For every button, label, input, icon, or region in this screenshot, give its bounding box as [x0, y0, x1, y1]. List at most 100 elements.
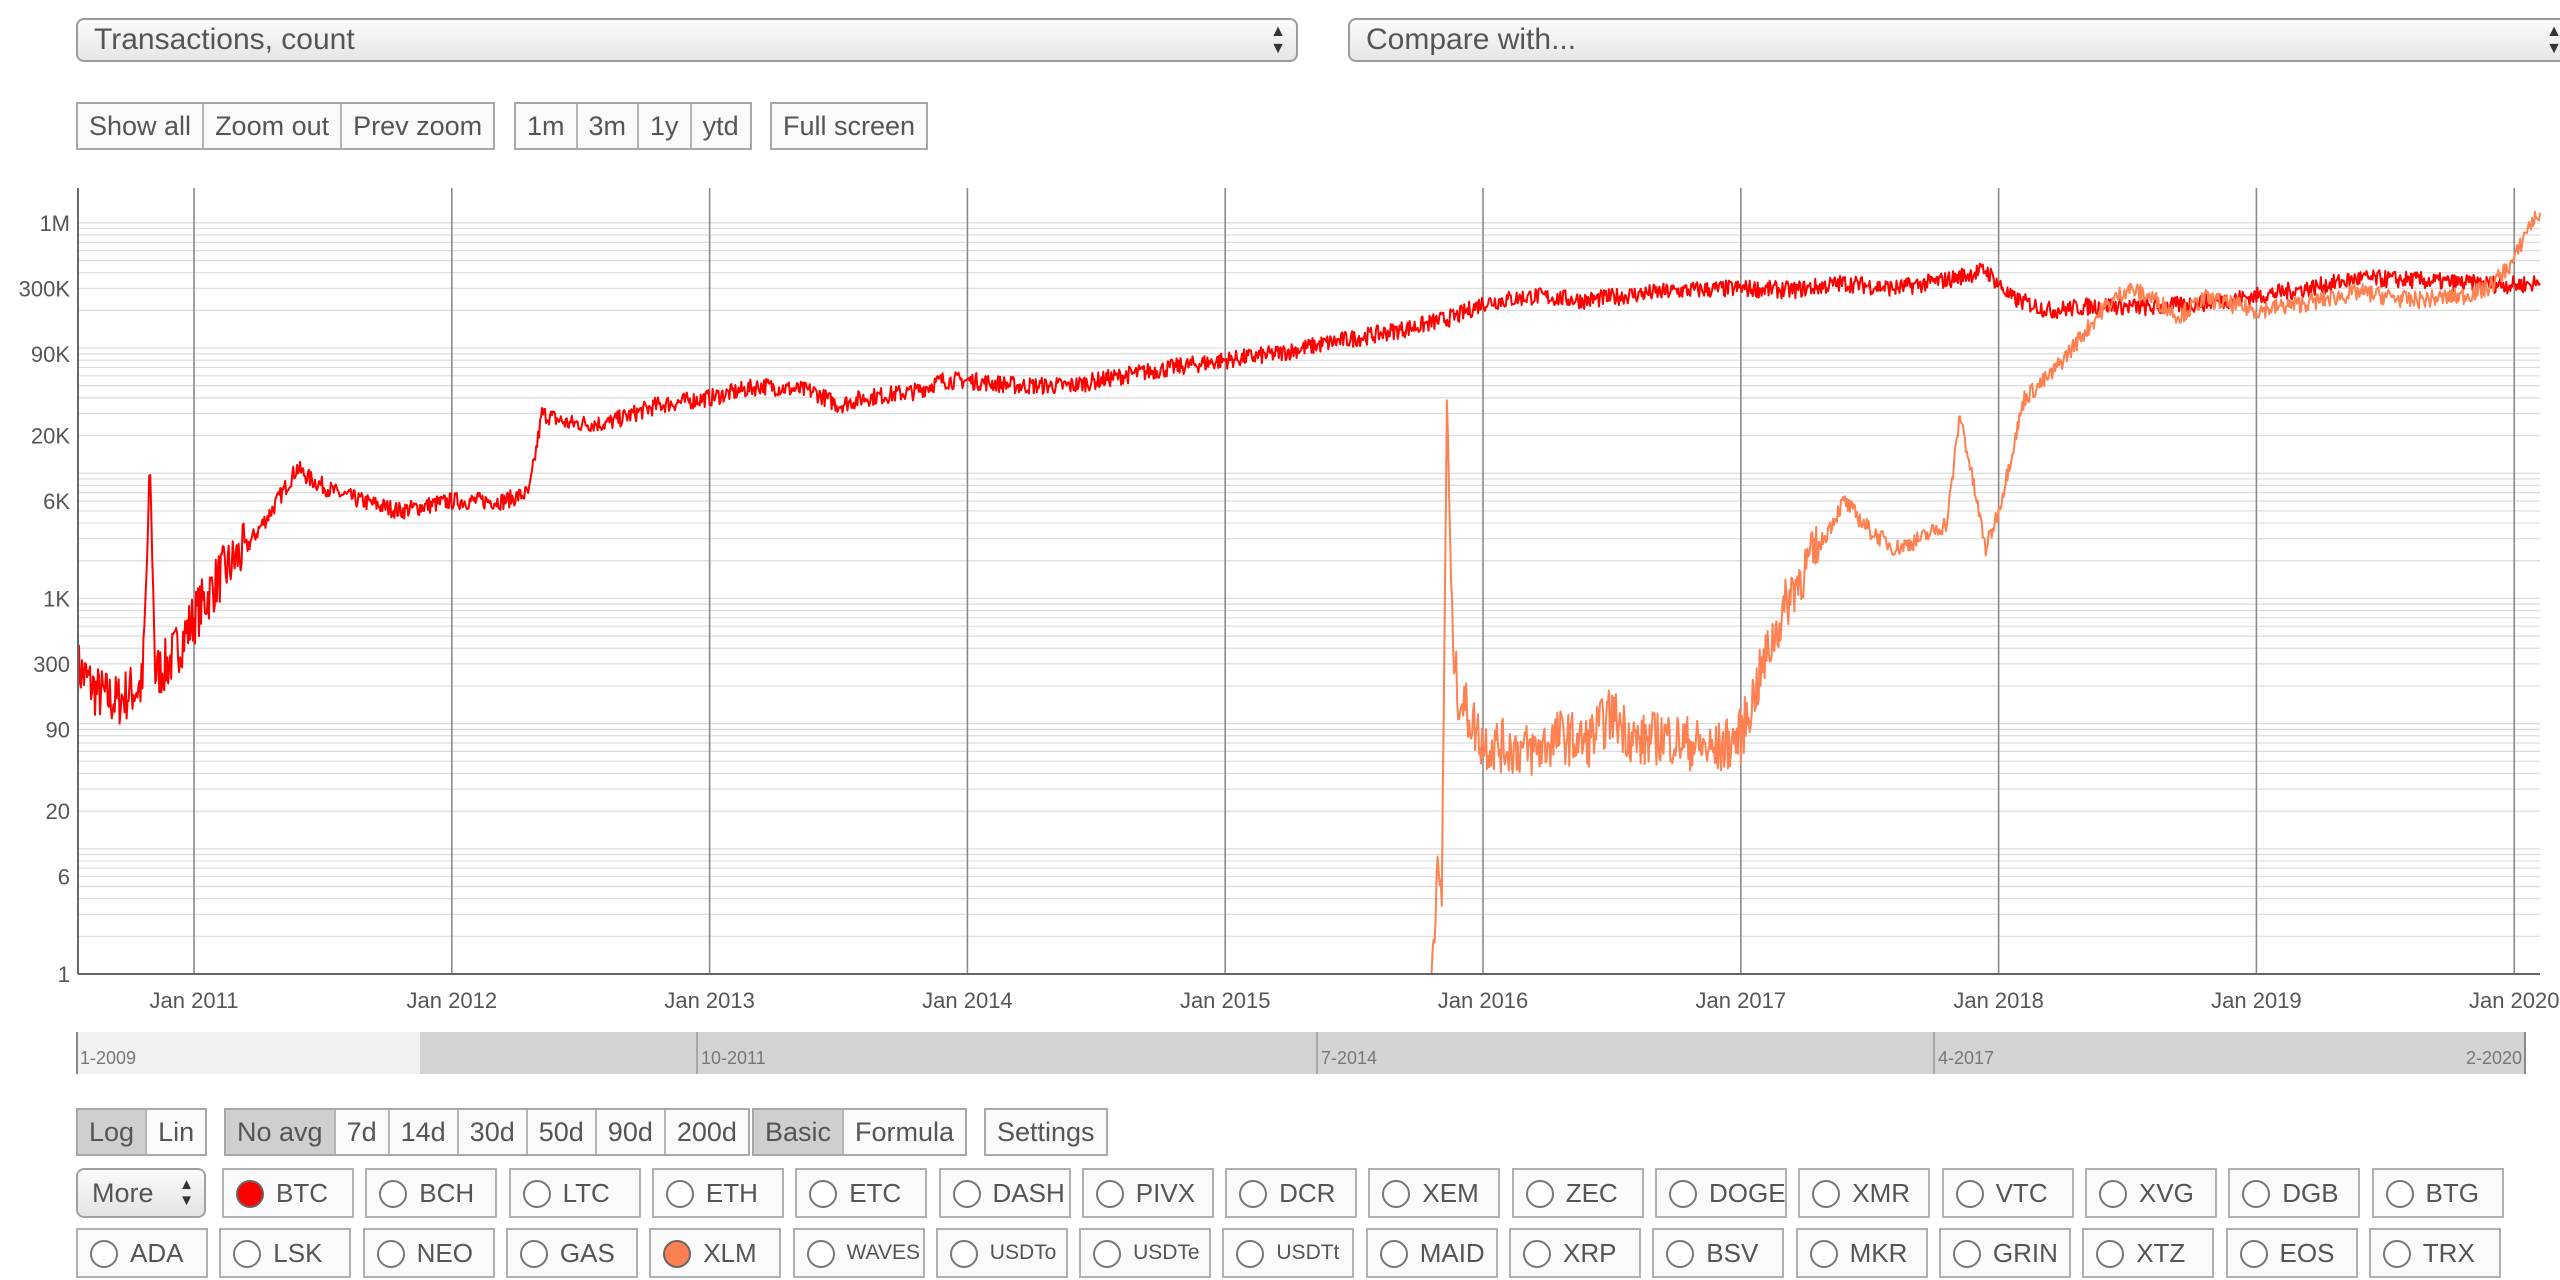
full-screen-button[interactable]: Full screen: [772, 104, 927, 148]
coin-button-trx[interactable]: TRX: [2368, 1228, 2501, 1278]
coin-radio-icon[interactable]: [2096, 1240, 2125, 1268]
select-arrows-icon: ▲ ▼: [179, 1176, 194, 1209]
avg-200d-button[interactable]: 200d: [665, 1110, 748, 1154]
coin-button-etc[interactable]: ETC: [795, 1168, 928, 1218]
coin-label: XVG: [2138, 1178, 2194, 1208]
coin-radio-icon[interactable]: [1382, 1180, 1411, 1208]
coin-button-pivx[interactable]: PIVX: [1081, 1168, 1214, 1218]
coin-radio-icon[interactable]: [2385, 1180, 2414, 1208]
formula-mode-button[interactable]: Formula: [844, 1110, 966, 1154]
range-3m-button[interactable]: 3m: [577, 104, 640, 148]
avg-50d-button[interactable]: 50d: [527, 1110, 597, 1154]
coin-button-eth[interactable]: ETH: [651, 1168, 784, 1218]
coin-button-gas[interactable]: GAS: [505, 1228, 638, 1278]
coin-radio-icon[interactable]: [1379, 1240, 1408, 1268]
coin-radio-icon[interactable]: [665, 1180, 694, 1208]
coin-button-xvg[interactable]: XVG: [2084, 1168, 2217, 1218]
coin-radio-icon[interactable]: [2382, 1240, 2411, 1268]
coin-radio-icon[interactable]: [1955, 1180, 1984, 1208]
chart-series-layer: [77, 210, 2541, 975]
settings-button[interactable]: Settings: [986, 1110, 1106, 1154]
coin-button-dcr[interactable]: DCR: [1225, 1168, 1358, 1218]
coin-radio-icon[interactable]: [1236, 1240, 1265, 1268]
metric-select[interactable]: Transactions, count ▲ ▼: [76, 18, 1298, 62]
coin-radio-icon[interactable]: [233, 1240, 262, 1268]
coin-button-eos[interactable]: EOS: [2225, 1228, 2358, 1278]
coin-radio-icon[interactable]: [663, 1240, 692, 1268]
coin-button-usdto[interactable]: USDTo: [935, 1228, 1068, 1278]
fullscreen-group: Full screen: [770, 102, 929, 150]
coin-button-bch[interactable]: BCH: [365, 1168, 498, 1218]
y-tick-label: 6: [58, 865, 70, 890]
coin-radio-icon[interactable]: [1809, 1240, 1838, 1268]
coin-button-xlm[interactable]: XLM: [649, 1228, 782, 1278]
coin-button-mkr[interactable]: MKR: [1795, 1228, 1928, 1278]
compare-select[interactable]: Compare with... ▲ ▼: [1348, 18, 2560, 62]
basic-mode-button[interactable]: Basic: [754, 1110, 845, 1154]
coin-radio-icon[interactable]: [1666, 1240, 1695, 1268]
coin-button-maid[interactable]: MAID: [1365, 1228, 1498, 1278]
coin-radio-icon[interactable]: [236, 1180, 264, 1208]
coin-button-btc[interactable]: BTC: [222, 1168, 354, 1218]
coin-radio-icon[interactable]: [1239, 1180, 1268, 1208]
coin-button-zec[interactable]: ZEC: [1511, 1168, 1644, 1218]
coin-radio-icon[interactable]: [522, 1180, 551, 1208]
coin-button-btg[interactable]: BTG: [2371, 1168, 2504, 1218]
more-select[interactable]: More ▲ ▼: [76, 1168, 206, 1218]
coin-radio-icon[interactable]: [1093, 1240, 1122, 1268]
show-all-button[interactable]: Show all: [78, 104, 205, 148]
coin-button-dgb[interactable]: DGB: [2228, 1168, 2361, 1218]
compare-select-value: Compare with...: [1366, 23, 1577, 56]
lin-scale-button[interactable]: Lin: [147, 1110, 206, 1154]
coin-label: BTC: [276, 1178, 328, 1208]
coin-button-neo[interactable]: NEO: [362, 1228, 495, 1278]
coin-button-bsv[interactable]: BSV: [1652, 1228, 1785, 1278]
coin-button-ltc[interactable]: LTC: [508, 1168, 641, 1218]
coin-button-usdte[interactable]: USDTe: [1079, 1228, 1212, 1278]
coin-radio-icon[interactable]: [2242, 1180, 2271, 1208]
coin-radio-icon[interactable]: [1812, 1180, 1841, 1208]
navigator-label: 2-2020: [2466, 1048, 2522, 1068]
coin-button-vtc[interactable]: VTC: [1941, 1168, 2074, 1218]
range-1m-button[interactable]: 1m: [516, 104, 578, 148]
range-navigator[interactable]: 1-2009 10-2011 7-2014 4-2017 2-2020: [76, 1032, 2526, 1074]
coin-button-doge[interactable]: DOGE: [1655, 1168, 1787, 1218]
coin-button-grin[interactable]: GRIN: [1938, 1228, 2071, 1278]
coin-radio-icon[interactable]: [379, 1180, 408, 1208]
no-avg-button[interactable]: No avg: [226, 1110, 336, 1154]
avg-90d-button[interactable]: 90d: [596, 1110, 666, 1154]
coin-radio-icon[interactable]: [1952, 1240, 1981, 1268]
avg-30d-button[interactable]: 30d: [458, 1110, 528, 1154]
coin-radio-icon[interactable]: [519, 1240, 548, 1268]
coin-radio-icon[interactable]: [806, 1240, 835, 1268]
coin-radio-icon[interactable]: [2098, 1180, 2127, 1208]
log-scale-button[interactable]: Log: [78, 1110, 148, 1154]
coin-radio-icon[interactable]: [1095, 1180, 1124, 1208]
coin-radio-icon[interactable]: [90, 1240, 118, 1268]
coin-radio-icon[interactable]: [1525, 1180, 1554, 1208]
coin-button-xmr[interactable]: XMR: [1798, 1168, 1931, 1218]
range-1y-button[interactable]: 1y: [639, 104, 692, 148]
prev-zoom-button[interactable]: Prev zoom: [342, 104, 494, 148]
coin-radio-icon[interactable]: [376, 1240, 405, 1268]
coin-button-ada[interactable]: ADA: [76, 1228, 208, 1278]
coin-radio-icon[interactable]: [949, 1240, 978, 1268]
coin-button-usdtt[interactable]: USDTt: [1222, 1228, 1355, 1278]
coin-button-waves[interactable]: WAVES: [792, 1228, 925, 1278]
coin-button-xtz[interactable]: XTZ: [2082, 1228, 2215, 1278]
coin-radio-icon[interactable]: [1523, 1240, 1551, 1268]
coin-radio-icon[interactable]: [2239, 1240, 2268, 1268]
coin-button-lsk[interactable]: LSK: [219, 1228, 352, 1278]
coin-radio-icon[interactable]: [952, 1180, 981, 1208]
coin-button-xem[interactable]: XEM: [1368, 1168, 1501, 1218]
zoom-out-button[interactable]: Zoom out: [204, 104, 343, 148]
coin-button-xrp[interactable]: XRP: [1509, 1228, 1641, 1278]
range-ytd-button[interactable]: ytd: [691, 104, 750, 148]
avg-button-group: No avg 7d 14d 30d 50d 90d 200d: [224, 1108, 750, 1156]
y-tick-label: 90K: [31, 342, 70, 367]
avg-14d-button[interactable]: 14d: [389, 1110, 459, 1154]
coin-radio-icon[interactable]: [809, 1180, 838, 1208]
avg-7d-button[interactable]: 7d: [335, 1110, 390, 1154]
coin-button-dash[interactable]: DASH: [938, 1168, 1071, 1218]
coin-radio-icon[interactable]: [1669, 1180, 1697, 1208]
